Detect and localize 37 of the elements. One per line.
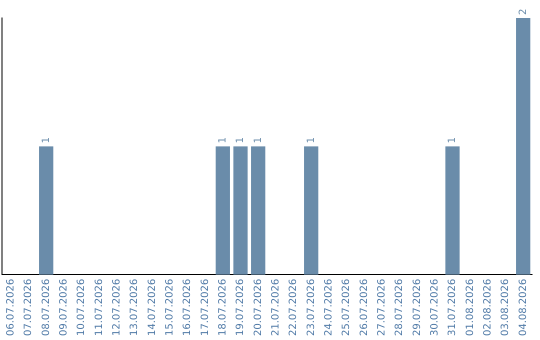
x-tick-label: 18.07.2026 bbox=[217, 278, 228, 336]
x-tick-label: 03.08.2026 bbox=[500, 278, 512, 336]
x-tick-label: 22.07.2026 bbox=[288, 278, 300, 336]
x-tick-label: 29.07.2026 bbox=[412, 278, 423, 336]
x-tick-label: 16.07.2026 bbox=[182, 278, 194, 336]
x-tick-label: 13.07.2026 bbox=[129, 278, 140, 336]
x-tick-label: 10.07.2026 bbox=[76, 278, 88, 336]
x-tick-label: 06.07.2026 bbox=[5, 278, 16, 336]
data-label: 1 bbox=[252, 136, 264, 144]
data-label: 2 bbox=[518, 8, 529, 15]
x-tick-label: 25.07.2026 bbox=[341, 278, 352, 336]
x-tick-label: 28.07.2026 bbox=[394, 278, 406, 336]
x-tick-label: 04.08.2026 bbox=[518, 278, 529, 336]
data-label: 1 bbox=[40, 136, 52, 144]
x-tick-label: 19.07.2026 bbox=[235, 278, 246, 336]
x-tick-label: 27.07.2026 bbox=[376, 278, 388, 336]
x-tick-label: 11.07.2026 bbox=[94, 278, 105, 336]
x-tick-label: 20.07.2026 bbox=[252, 278, 264, 336]
data-label: 1 bbox=[235, 136, 246, 144]
x-tick-label: 31.07.2026 bbox=[447, 278, 458, 336]
data-label: 1 bbox=[217, 136, 228, 144]
x-tick-label: 23.07.2026 bbox=[306, 278, 317, 336]
x-tick-label: 30.07.2026 bbox=[429, 278, 440, 336]
x-tick-label: 12.07.2026 bbox=[111, 278, 122, 336]
x-tick-label: 02.08.2026 bbox=[482, 278, 494, 336]
x-tick-label: 07.07.2026 bbox=[23, 278, 34, 336]
x-tick-label: 17.07.2026 bbox=[200, 278, 211, 336]
data-label: 1 bbox=[447, 136, 458, 144]
x-tick-label: 26.07.2026 bbox=[358, 278, 370, 336]
data-label: 1 bbox=[306, 136, 317, 144]
x-tick-label: 01.08.2026 bbox=[464, 278, 476, 336]
x-tick-label: 15.07.2026 bbox=[164, 278, 176, 336]
x-tick-label: 21.07.2026 bbox=[270, 278, 282, 336]
x-tick-label: 09.07.2026 bbox=[58, 278, 70, 336]
x-tick-label: 14.07.2026 bbox=[146, 278, 158, 336]
x-tick-label: 24.07.2026 bbox=[323, 278, 334, 336]
x-tick-label: 08.07.2026 bbox=[40, 278, 52, 336]
